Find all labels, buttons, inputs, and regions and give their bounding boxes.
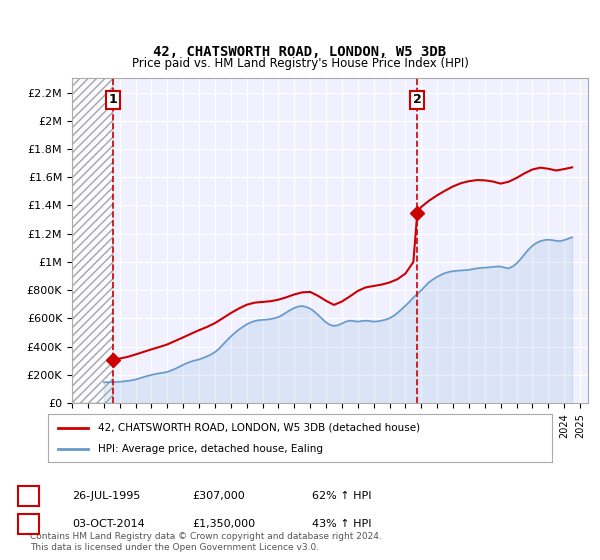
Text: 1: 1 — [25, 491, 32, 501]
Text: 43% ↑ HPI: 43% ↑ HPI — [312, 519, 371, 529]
Text: 2: 2 — [413, 93, 422, 106]
Text: HPI: Average price, detached house, Ealing: HPI: Average price, detached house, Eali… — [98, 444, 323, 454]
Text: Contains HM Land Registry data © Crown copyright and database right 2024.
This d: Contains HM Land Registry data © Crown c… — [30, 532, 382, 552]
Text: £1,350,000: £1,350,000 — [192, 519, 255, 529]
Text: 2: 2 — [25, 519, 32, 529]
Text: 42, CHATSWORTH ROAD, LONDON, W5 3DB: 42, CHATSWORTH ROAD, LONDON, W5 3DB — [154, 45, 446, 59]
Text: 26-JUL-1995: 26-JUL-1995 — [72, 491, 140, 501]
Text: £307,000: £307,000 — [192, 491, 245, 501]
Bar — [72, 78, 113, 403]
Text: 1: 1 — [109, 93, 117, 106]
Text: Price paid vs. HM Land Registry's House Price Index (HPI): Price paid vs. HM Land Registry's House … — [131, 57, 469, 70]
Text: 03-OCT-2014: 03-OCT-2014 — [72, 519, 145, 529]
Text: 42, CHATSWORTH ROAD, LONDON, W5 3DB (detached house): 42, CHATSWORTH ROAD, LONDON, W5 3DB (det… — [98, 423, 421, 433]
Text: 62% ↑ HPI: 62% ↑ HPI — [312, 491, 371, 501]
